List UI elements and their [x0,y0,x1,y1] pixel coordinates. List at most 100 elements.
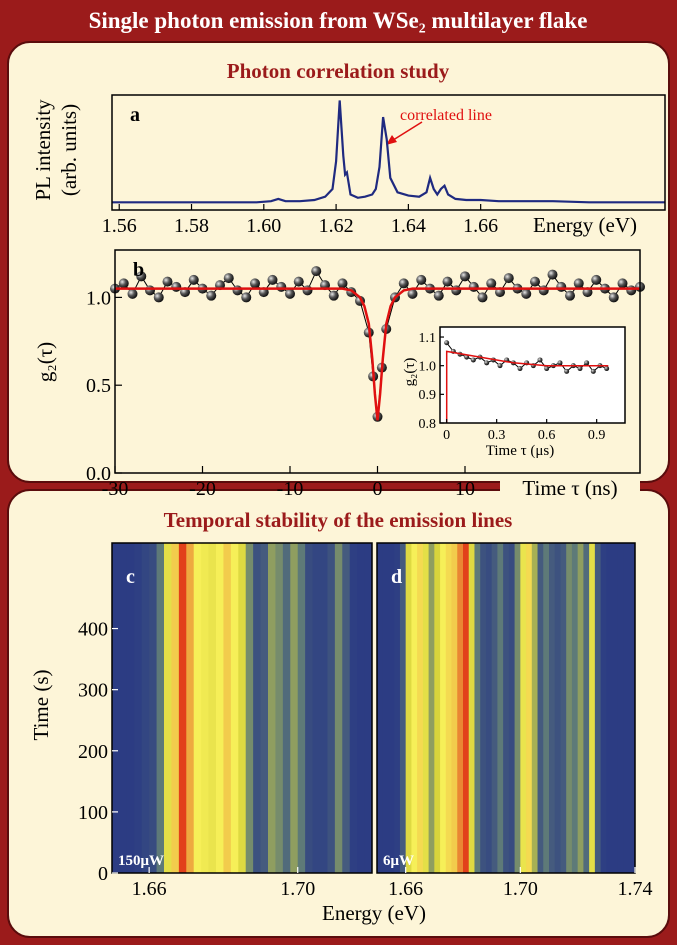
heatmap-cell [457,543,464,873]
heatmap-cell [305,543,313,873]
plot-frame [376,542,636,874]
y-tick-label: 0.5 [86,375,111,397]
data-point [497,363,503,369]
heatmap-cell [600,543,607,873]
x-tick-label: 1.66 [388,878,423,900]
x-tick-label: 1.70 [503,878,538,900]
data-point [416,274,427,285]
data-point [484,360,490,366]
page-title: Single photon emission from WSe₂ multila… [89,8,588,33]
heatmap-cell [253,543,261,873]
y-tick-label: 100 [78,802,108,824]
heatmap-cell [589,543,596,873]
data-point [617,278,628,289]
plot-frame [111,542,373,874]
heatmap-cell [606,543,613,873]
heatmap-cell [388,543,395,873]
y-tick-label: 400 [78,619,108,641]
x-axis-label: Energy (eV) [322,901,426,925]
heatmap-cell [193,543,202,873]
data-point [460,271,470,282]
heatmap-cell [474,543,481,873]
data-point [444,340,450,346]
data-point [556,281,567,292]
data-point [565,290,575,301]
x-tick-label: 10 [455,478,475,500]
heatmap-cell [463,543,470,873]
heatmap-cell [297,543,306,873]
data-point [442,276,453,287]
heatmap-cell [560,543,567,873]
y-tick-label: 300 [78,680,108,702]
heatmap-cell [164,543,172,873]
data-point [517,366,523,372]
data-point [591,274,602,285]
heatmap-cell [238,543,247,873]
panel-label: c [126,566,135,588]
heatmap-cell [405,543,412,873]
x-tick-label: 0.9 [588,428,606,443]
heatmap-cell [623,543,630,873]
heatmap-cell [428,543,435,873]
y-tick-label: 1.0 [86,287,111,309]
heatmap-cell [491,543,498,873]
heatmap-cell [320,543,328,873]
inset-x-label: Time τ (μs) [486,443,555,459]
heatmap-cell [594,543,601,873]
heatmap-cell [440,543,447,873]
y-tick-label: 0 [98,863,108,885]
heatmap-cell [357,543,365,873]
inset-y-label: g₂(τ) [402,358,418,387]
data-point [626,285,637,296]
x-tick-label: 1.74 [618,878,653,900]
heatmap-cell [342,543,351,873]
data-point [577,366,583,372]
data-point [477,292,488,303]
data-point [604,366,610,372]
data-point [451,285,462,296]
heatmap-cell [468,543,475,873]
data-point [285,288,295,299]
heatmap-cell [503,543,510,873]
heatmap-cell [508,543,515,873]
x-tick-label: 0.3 [488,428,506,443]
heatmap-cell [245,543,254,873]
data-point [188,274,199,285]
heatmap-cell [223,543,232,873]
data-point [573,278,584,289]
data-point [136,271,147,282]
data-point [584,360,590,366]
x-tick-label: 0 [443,428,450,443]
heatmap-cell [156,543,165,873]
heatmap-cell [178,543,187,873]
data-point [530,276,540,287]
heatmap-cell [327,543,336,873]
heatmap-cell [549,543,556,873]
y-axis-label: (arb. units) [57,104,81,196]
y-tick-label: 0.8 [419,417,437,432]
heatmap-cell [485,543,493,873]
heatmap-cell [275,543,284,873]
x-axis-label: Energy (eV) [533,213,637,237]
heatmap-cell [554,543,561,873]
heatmap-cell [451,543,458,873]
heatmap-cell [186,543,195,873]
heatmap-cell [571,543,579,873]
heatmap-cell [268,543,276,873]
x-tick-label: 1.58 [174,215,209,237]
data-point [433,290,444,301]
data-point [145,285,155,296]
data-point [468,281,479,292]
power-label: 6μW [383,853,414,869]
x-label-bg [500,212,664,238]
heatmap-cell [422,543,429,873]
x-tick-label: 1.66 [463,215,498,237]
data-point [608,292,619,303]
heatmap-cell [480,543,487,873]
power-label: 150μW [118,853,164,869]
heatmap-cell [577,543,584,873]
y-tick-label: 200 [78,741,108,763]
data-point [337,278,348,289]
heatmap-cell [520,543,527,873]
x-tick-label: -10 [277,478,304,500]
